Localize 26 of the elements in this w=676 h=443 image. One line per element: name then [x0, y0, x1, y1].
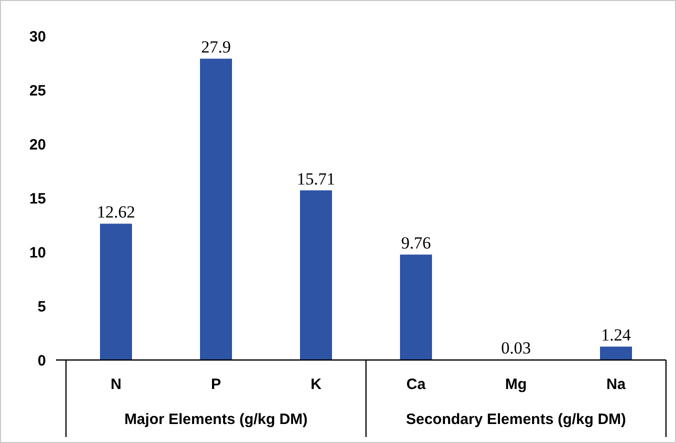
bar [200, 58, 232, 360]
bar [400, 254, 432, 360]
x-tick-label: P [210, 376, 222, 393]
data-label: 15.71 [296, 169, 336, 188]
data-label: 9.76 [401, 234, 431, 253]
text: Major Elements (g/kg DM) [124, 411, 308, 428]
x-tick-label: N [110, 376, 122, 393]
x-tick-label: K [310, 376, 322, 393]
x-tick-label: Ca [406, 376, 426, 393]
y-tick-label: 0 [38, 352, 46, 370]
y-tick-label: 5 [38, 298, 46, 316]
y-tick-label: 15 [29, 190, 46, 208]
y-tick-label: 25 [29, 82, 46, 100]
x-tick-label: Mg [505, 376, 527, 393]
y-tick-label: 20 [29, 136, 46, 154]
bar [300, 190, 332, 360]
data-label: 0.03 [501, 338, 531, 358]
bar [100, 224, 132, 360]
y-tick-label: 10 [29, 244, 46, 262]
x-tick-label: Na [606, 376, 626, 393]
text: Secondary Elements (g/kg DM) [406, 411, 626, 428]
data-label: 27.9 [201, 38, 231, 57]
data-label: 1.24 [601, 326, 632, 345]
data-label: 12.62 [96, 202, 136, 222]
y-tick-label: 30 [29, 28, 46, 46]
bar [600, 346, 632, 360]
